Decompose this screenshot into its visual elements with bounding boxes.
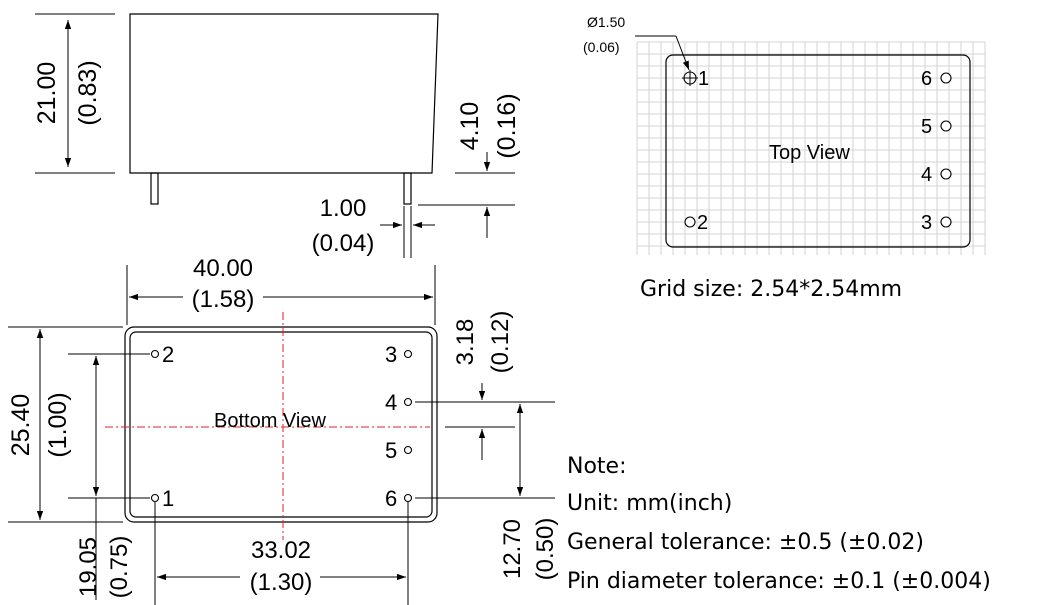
pin-span-mm-label: 33.02 (251, 537, 311, 564)
note-pin-tolerance: Pin diameter tolerance: ±0.1 (±0.004) (567, 569, 991, 594)
bottom-pin-6 (403, 493, 413, 503)
top-pin-2-label: 2 (697, 212, 708, 234)
top-pin-4-label: 4 (921, 164, 932, 186)
bottom-pin-3 (403, 349, 413, 359)
bottom-view: Bottom View 2 1 3 4 5 6 40.00 (1.58) 25.… (7, 255, 559, 605)
pin-row-mm-label: 19.05 (75, 537, 102, 597)
bottom-pin-6-label: 6 (385, 486, 397, 511)
bottom-pin-5-label: 5 (385, 438, 397, 463)
pin-pitch-in-label: (0.50) (532, 518, 559, 581)
bottom-pin-2-label: 2 (162, 342, 174, 367)
height-mm-label: 21.00 (33, 62, 61, 125)
hole-diameter-mm-label: Ø1.50 (587, 14, 625, 30)
top-view-outline (665, 54, 971, 248)
edge-offset-mm-label: 3.18 (452, 319, 479, 366)
grid-size-caption: Grid size: 2.54*2.54mm (640, 277, 902, 302)
side-pin-right (403, 172, 412, 205)
bottom-body-outer (124, 326, 438, 523)
top-pin-5-hole (940, 120, 952, 132)
edge-offset-in-label: (0.12) (487, 311, 514, 374)
bottom-view-label: Bottom View (214, 410, 326, 432)
height-in-label: (0.83) (74, 60, 102, 125)
note-title: Note: (567, 454, 627, 479)
pin-width-mm-label: 1.00 (320, 195, 367, 222)
top-pin-6-label: 6 (921, 68, 932, 90)
pin-span-in-label: (1.30) (250, 569, 313, 596)
bottom-pin-3-label: 3 (385, 342, 397, 367)
pin-row-in-label: (0.75) (106, 536, 133, 599)
bottom-body-inner (129, 331, 433, 518)
bottom-pin-4-label: 4 (385, 390, 397, 415)
top-view: Ø1.50 (0.06) 1 2 3 4 5 6 Top View Grid s… (583, 14, 986, 302)
note-general-tolerance: General tolerance: ±0.5 (±0.02) (567, 530, 924, 555)
top-pin-6-hole (940, 72, 952, 84)
body-height-in-label: (1.00) (44, 392, 72, 457)
width-in-label: (1.58) (192, 286, 255, 313)
top-pin-1-label: 1 (698, 68, 709, 90)
pin-length-mm-label: 4.10 (456, 102, 484, 151)
side-pin-left (150, 172, 159, 205)
pin-length-in-label: (0.16) (493, 93, 521, 158)
top-view-label: Top View (769, 142, 850, 164)
bottom-pin-1 (150, 493, 160, 503)
top-pin-2-hole (684, 216, 696, 228)
top-pin-5-label: 5 (921, 116, 932, 138)
top-pin-3-label: 3 (921, 212, 932, 234)
bottom-pin-5 (403, 445, 413, 455)
body-height-mm-label: 25.40 (7, 394, 35, 457)
notes: Note: Unit: mm(inch) General tolerance: … (567, 454, 991, 594)
hole-diameter-in-label: (0.06) (583, 39, 620, 55)
bottom-pin-4 (403, 397, 413, 407)
width-mm-label: 40.00 (193, 255, 253, 282)
pin-width-in-label: (0.04) (312, 230, 375, 257)
note-unit: Unit: mm(inch) (567, 491, 732, 516)
pin-pitch-mm-label: 12.70 (499, 519, 526, 579)
side-view: 21.00 (0.83) 4.10 (0.16) 1.00 (0.04) (33, 13, 521, 258)
side-body-outline (129, 13, 439, 174)
bottom-pin-2 (150, 349, 160, 359)
bottom-pin-1-label: 1 (162, 486, 174, 511)
top-pin-3-hole (940, 216, 952, 228)
top-pin-4-hole (940, 168, 952, 180)
